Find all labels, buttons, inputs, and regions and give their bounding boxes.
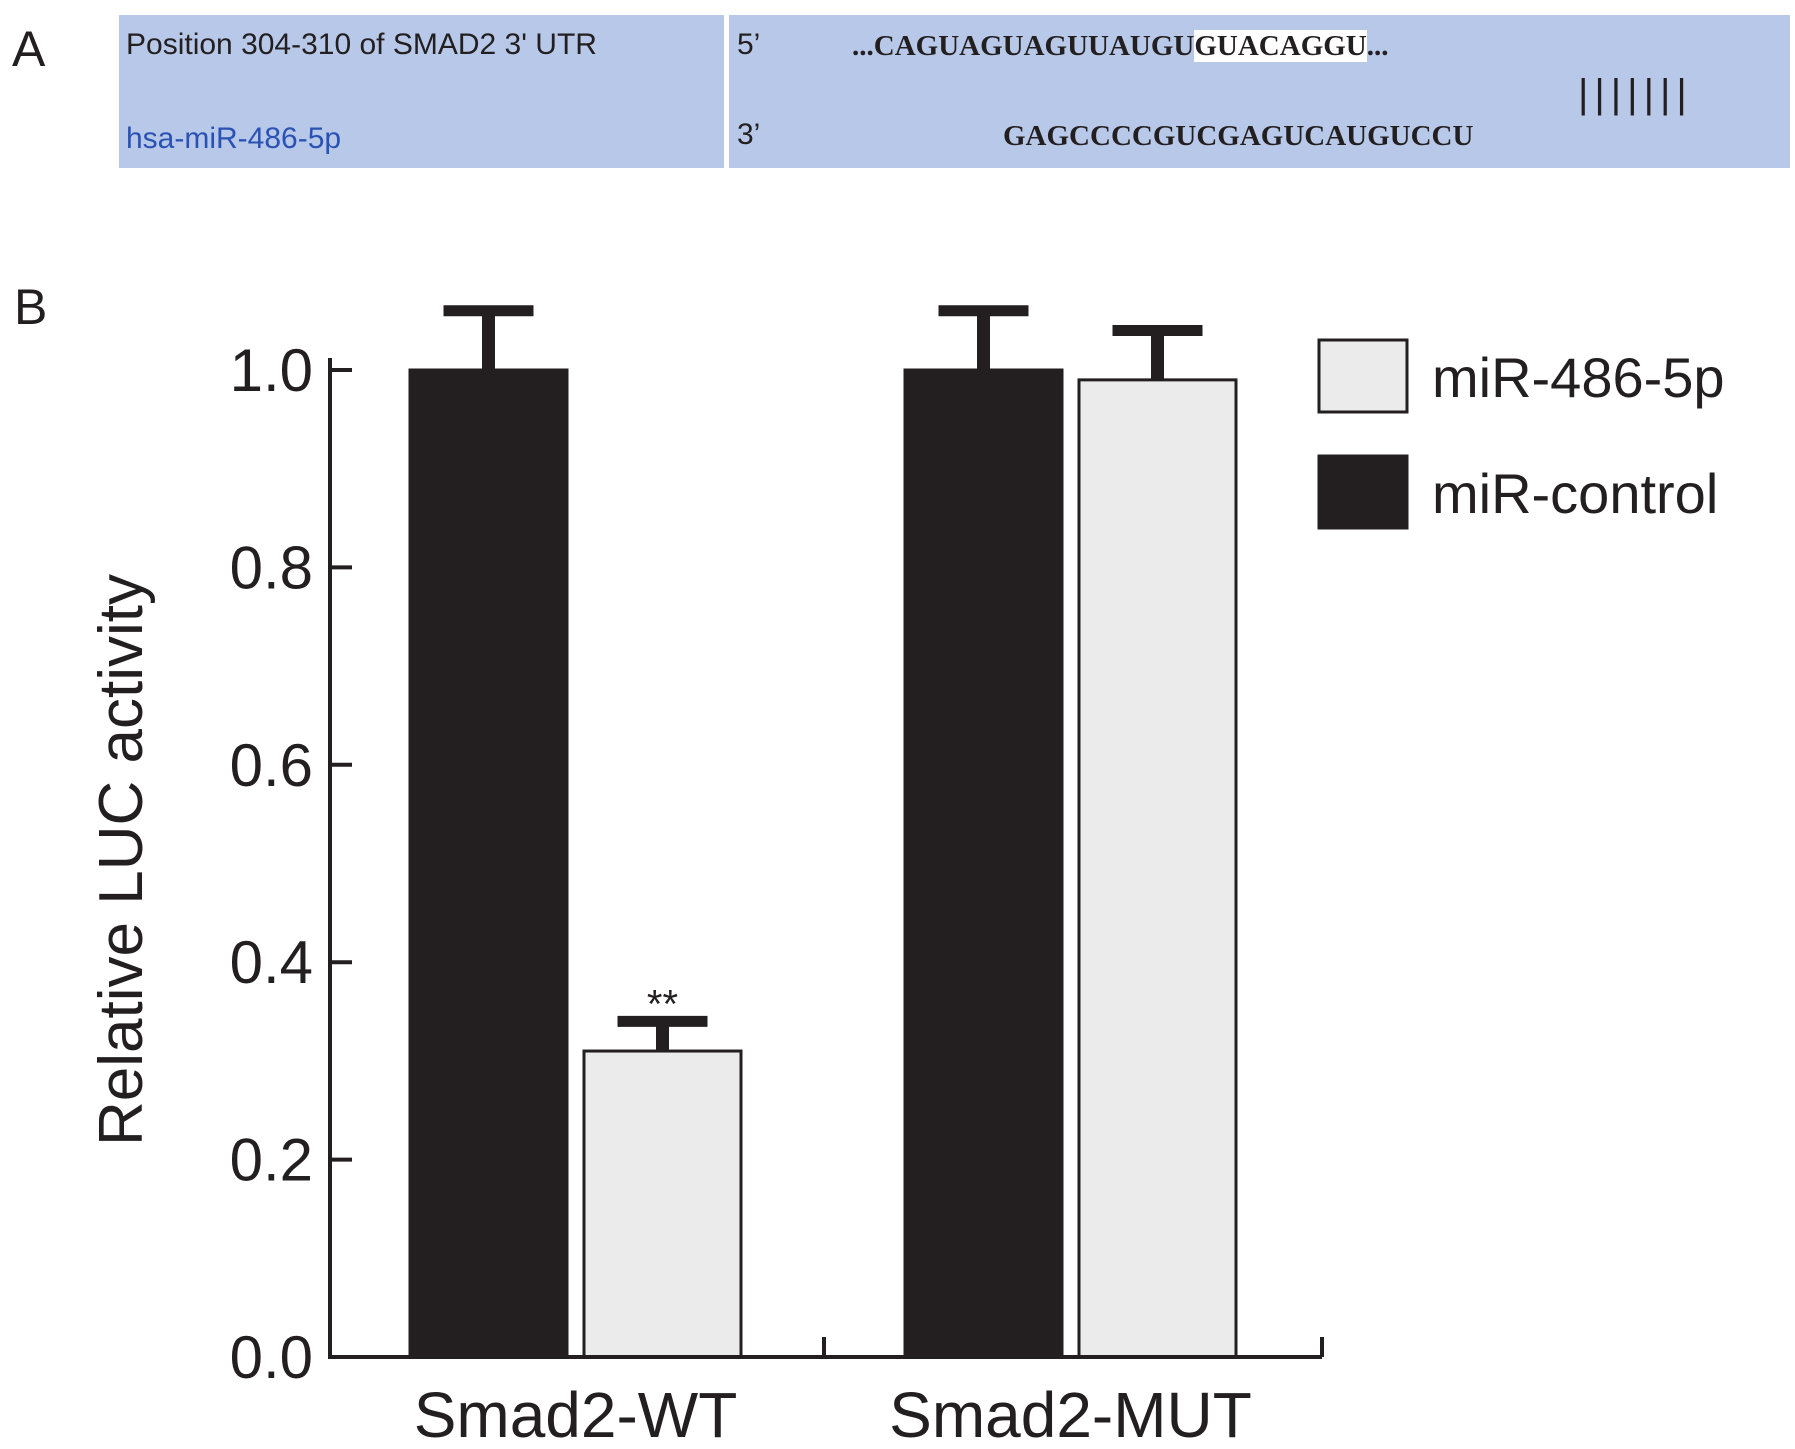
- utr-seed-match: GUACAGGU: [1194, 30, 1367, 62]
- mirna-name: hsa-miR-486-5p: [126, 122, 342, 155]
- legend-label: miR-486-5p: [1432, 346, 1725, 409]
- utr-5prime-label: 5’: [737, 28, 761, 61]
- utr-sequence-suffix: ...: [1366, 30, 1389, 62]
- bar: [903, 368, 1064, 1359]
- legend-label: miR-control: [1432, 462, 1718, 525]
- panel-a-label: A: [12, 21, 46, 77]
- x-category-label: Smad2-WT: [414, 1379, 738, 1449]
- y-tick-label: 1.0: [230, 337, 313, 404]
- y-tick-label: 0.2: [230, 1127, 313, 1194]
- alignment-name-box: [119, 15, 724, 168]
- panel-b-label: B: [14, 279, 48, 335]
- mirna-3prime-label: 3’: [737, 118, 761, 151]
- y-tick-label: 0.0: [230, 1324, 313, 1391]
- y-axis-title: Relative LUC activity: [87, 574, 156, 1146]
- y-tick-label: 0.8: [230, 534, 313, 601]
- bar: [1077, 378, 1238, 1359]
- y-tick-label: 0.4: [230, 929, 313, 996]
- legend-swatch: [1317, 338, 1409, 414]
- utr-name: Position 304-310 of SMAD2 3' UTR: [126, 28, 597, 61]
- utr-sequence: ...CAGUAGUAGUUAUGUGUACAGGU...: [852, 30, 1389, 63]
- significance-marker: **: [647, 982, 678, 1026]
- mirna-sequence: GAGCCCCGUCGAGUCAUGUCCU: [1003, 120, 1474, 152]
- bar: [582, 1049, 743, 1359]
- x-category-label: Smad2-MUT: [889, 1379, 1252, 1449]
- y-tick-label: 0.6: [230, 732, 313, 799]
- bar: [408, 368, 569, 1359]
- seed-pairing-marks: |||||||: [1578, 72, 1693, 116]
- legend-swatch: [1317, 454, 1409, 530]
- utr-sequence-prefix: ...CAGUAGUAGUUAUGU: [852, 30, 1195, 62]
